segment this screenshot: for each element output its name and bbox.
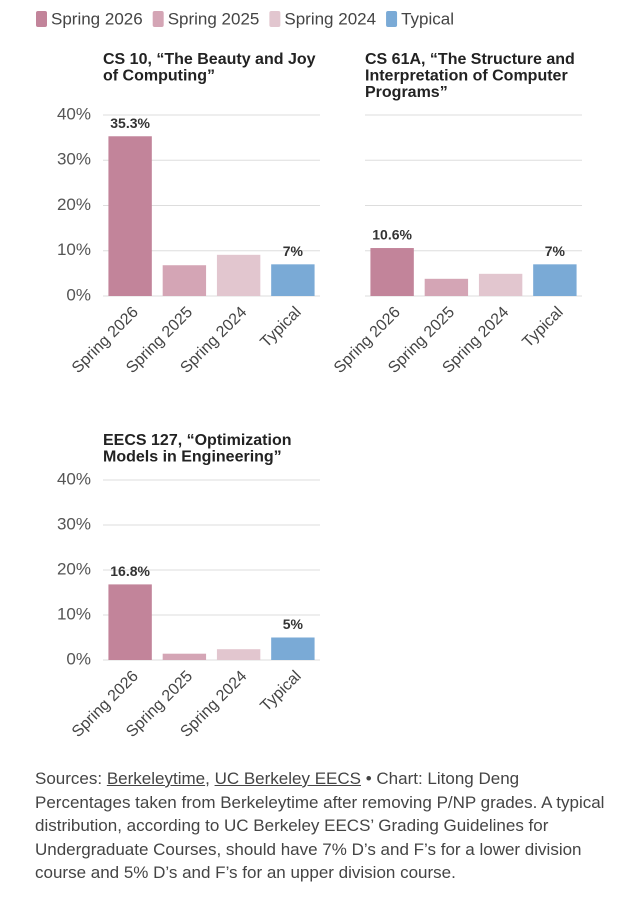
bar (533, 264, 577, 296)
chart-title: Programs” (365, 84, 448, 101)
chart-title: CS 10, “The Beauty and Joy (103, 51, 316, 68)
source-link[interactable]: UC Berkeley EECS (214, 769, 361, 788)
x-tick-label: Typical (257, 668, 304, 715)
separator: , (205, 769, 210, 788)
bar (162, 265, 207, 296)
legend-label: Spring 2024 (284, 9, 376, 28)
value-label: 16.8% (110, 563, 150, 579)
y-tick-label: 0% (66, 649, 91, 668)
sources-label: Sources: (35, 769, 103, 788)
chart-title: CS 61A, “The Structure and (365, 51, 575, 68)
bar (216, 649, 261, 660)
y-tick-label: 40% (57, 104, 91, 123)
charts: Spring 2026 Spring 2025 Spring 2024 Typical… (36, 9, 582, 741)
bar (162, 653, 207, 660)
legend-swatch (386, 11, 398, 27)
legend-label: Typical (401, 9, 454, 28)
source-link[interactable]: Berkeleytime (106, 769, 206, 788)
y-tick-label: 20% (57, 559, 91, 578)
x-tick-label: Typical (257, 304, 304, 351)
y-tick-label: 40% (57, 469, 91, 488)
value-label: 5% (283, 616, 304, 632)
legend-swatch (269, 11, 281, 27)
chart-title: of Computing” (103, 68, 215, 85)
chart-title: EECS 127, “Optimization (103, 432, 291, 449)
x-tick-label: Typical (519, 304, 566, 351)
bar (370, 248, 414, 296)
y-tick-label: 30% (57, 514, 91, 533)
value-label: 35.3% (110, 115, 150, 131)
bar (478, 273, 523, 296)
y-tick-label: 10% (57, 240, 91, 259)
bar (216, 254, 261, 296)
value-label: 7% (283, 243, 304, 259)
y-tick-label: 0% (66, 285, 91, 304)
value-label: 7% (545, 243, 566, 259)
chart-title: Interpretation of Computer (365, 68, 568, 85)
chart-title: Models in Engineering” (103, 449, 282, 466)
credit: • Chart: Litong Deng (365, 769, 520, 788)
bar (271, 637, 315, 660)
y-tick-label: 20% (57, 195, 91, 214)
value-label: 10.6% (372, 227, 412, 243)
legend-swatch (152, 11, 164, 27)
note: Percentages taken from Berkeleytime afte… (35, 792, 605, 883)
bar (424, 278, 469, 296)
legend-label: Spring 2025 (168, 9, 260, 28)
bar (108, 136, 152, 296)
y-tick-label: 10% (57, 604, 91, 623)
legend-label: Spring 2026 (51, 9, 143, 28)
bar (108, 584, 152, 660)
legend-swatch (36, 11, 47, 27)
footer: Sources: Berkeleytime, UC Berkeley EECS … (35, 767, 625, 885)
bar (271, 264, 315, 296)
y-tick-label: 30% (57, 150, 91, 169)
